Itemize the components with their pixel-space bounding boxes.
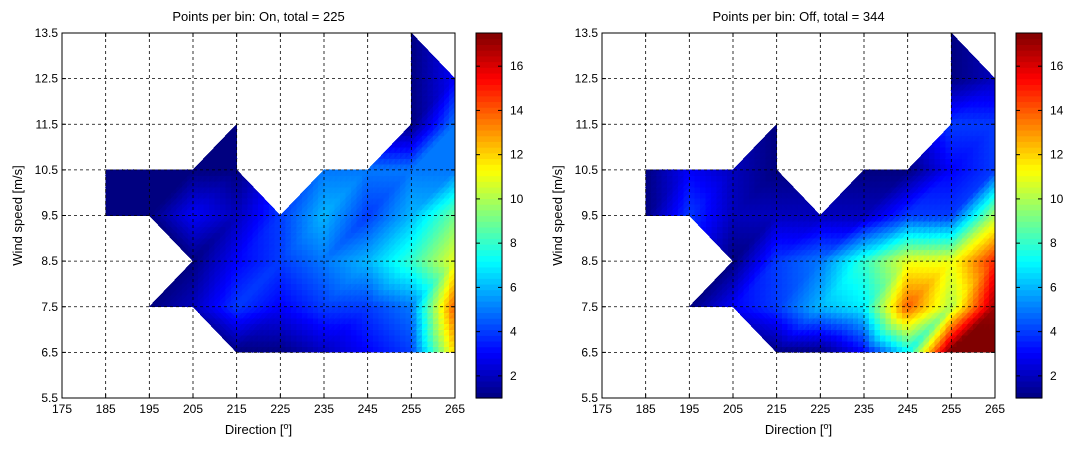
colorbar-band	[476, 273, 502, 279]
colorbar-band	[476, 347, 502, 353]
colorbar-band	[476, 278, 502, 284]
x-tick-label: 185	[96, 402, 116, 416]
colorbar-tick-label: 16	[510, 59, 524, 73]
colorbar-band	[476, 210, 502, 216]
colorbar-tick-label: 4	[510, 325, 517, 339]
colorbar-band	[476, 227, 502, 233]
y-tick-label: 8.5	[41, 254, 58, 268]
y-tick-label: 9.5	[41, 209, 58, 223]
colorbar-band	[476, 358, 502, 364]
colorbar-band	[476, 250, 502, 256]
colorbar-band	[476, 62, 502, 68]
colorbar-band	[476, 381, 502, 387]
y-axis-label: Wind speed [m/s]	[10, 165, 25, 265]
x-tick-label: 255	[401, 402, 421, 416]
colorbar-band	[476, 330, 502, 336]
colorbar-band	[476, 301, 502, 307]
colorbar-band	[476, 90, 502, 96]
colorbar-band	[476, 193, 502, 199]
colorbar-band	[476, 307, 502, 313]
colorbar-band	[476, 84, 502, 90]
colorbar-band	[476, 233, 502, 239]
colorbar-band	[476, 352, 502, 358]
y-tick-label: 6.5	[41, 345, 58, 359]
y-tick-label: 10.5	[35, 163, 59, 177]
colorbar-band	[476, 119, 502, 125]
colorbar-band	[476, 39, 502, 45]
colorbar-band	[476, 130, 502, 136]
y-tick-label: 12.5	[35, 72, 59, 86]
colorbar-band	[476, 176, 502, 182]
colorbar-band	[476, 187, 502, 193]
colorbar-band	[476, 136, 502, 142]
colorbar-band	[476, 312, 502, 318]
colorbar-band	[476, 170, 502, 176]
colorbar-band	[476, 290, 502, 296]
colorbar-tick-label: 8	[510, 236, 517, 250]
colorbar-tick-label: 6	[510, 280, 517, 294]
colorbar-band	[476, 44, 502, 50]
x-tick-label: 195	[139, 402, 159, 416]
colorbar: 2 4 6 8 10 12 14 16	[476, 33, 524, 399]
x-tick-label: 215	[227, 402, 247, 416]
y-tick-label: 11.5	[36, 117, 59, 131]
colorbar-band	[476, 364, 502, 370]
colorbar-band	[476, 124, 502, 130]
chart-title: Points per bin: On, total = 225	[172, 9, 344, 24]
colorbar-band	[476, 73, 502, 79]
colorbar-band	[476, 255, 502, 261]
y-tick-label: 5.5	[41, 391, 58, 405]
colorbar-tick-label: 2	[510, 369, 517, 383]
x-tick-label: 235	[314, 402, 334, 416]
colorbar-band	[476, 238, 502, 244]
colorbar-band	[476, 141, 502, 147]
colorbar-band	[476, 221, 502, 227]
colorbar-band	[476, 216, 502, 222]
colorbar-band	[476, 33, 502, 39]
x-tick-label: 225	[270, 402, 290, 416]
y-tick-label: 7.5	[41, 300, 58, 314]
colorbar-band	[476, 67, 502, 73]
colorbar-band	[476, 341, 502, 347]
colorbar-band	[476, 181, 502, 187]
colorbar-band	[476, 158, 502, 164]
y-tick-label: 13.5	[35, 26, 59, 40]
colorbar-band	[476, 335, 502, 341]
colorbar-tick-label: 14	[510, 103, 524, 117]
x-tick-label: 265	[445, 402, 465, 416]
colorbar-band	[476, 261, 502, 267]
x-axis-label: Direction [o]	[225, 421, 292, 437]
colorbar-band	[476, 56, 502, 62]
colorbar-band	[476, 295, 502, 301]
colorbar-band	[476, 101, 502, 107]
x-tick-label: 245	[358, 402, 378, 416]
colorbar-band	[476, 50, 502, 56]
colorbar-band	[476, 204, 502, 210]
colorbar-band	[476, 369, 502, 375]
colorbar-band	[476, 318, 502, 324]
colorbar-band	[476, 164, 502, 170]
colorbar-band	[476, 244, 502, 250]
colorbar-band	[476, 324, 502, 330]
x-tick-label: 205	[183, 402, 203, 416]
colorbar-tick-label: 10	[510, 192, 524, 206]
colorbar-band	[476, 113, 502, 119]
colorbar-tick-label: 12	[510, 148, 524, 162]
colorbar-band	[476, 96, 502, 102]
colorbar-band	[476, 147, 502, 153]
colorbar-band	[476, 153, 502, 159]
colorbar-band	[476, 79, 502, 85]
colorbar-band	[476, 387, 502, 393]
colorbar-band	[476, 267, 502, 273]
